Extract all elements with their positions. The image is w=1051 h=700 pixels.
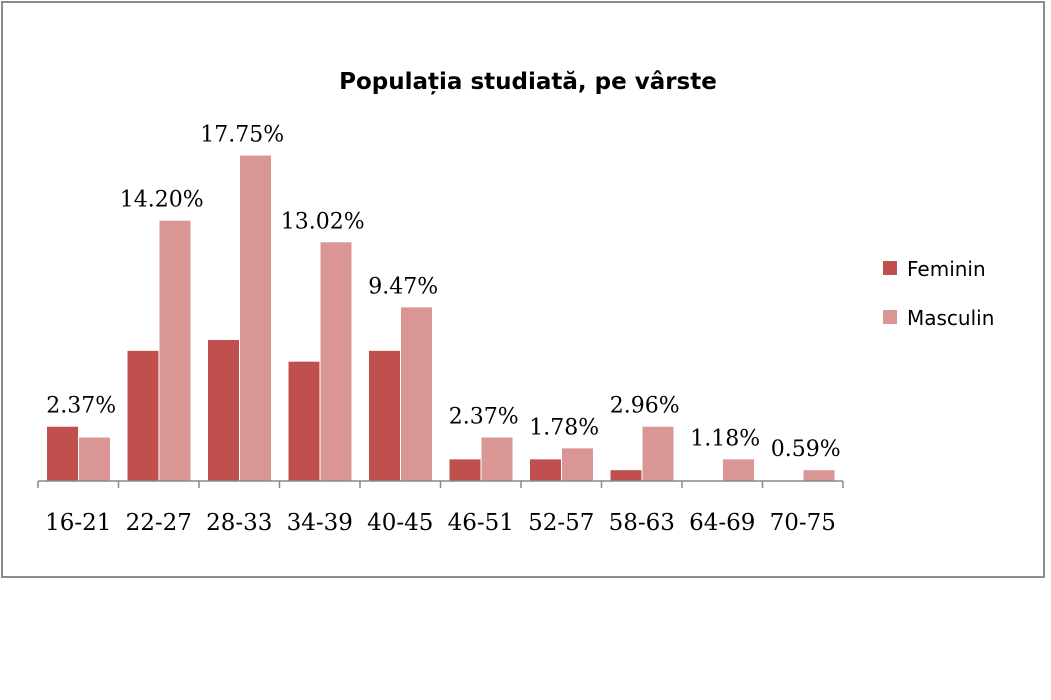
data-label-16-21: 2.37% [46,394,116,419]
bar-feminin-28-33 [208,340,239,481]
bar-feminin-46-51 [449,459,481,481]
bar-feminin-34-39 [288,361,320,481]
bar-feminin-58-63 [610,470,642,481]
bar-masculin-40-45 [401,307,432,481]
bar-masculin-64-69 [723,459,754,481]
legend: Feminin Masculin [883,257,994,330]
x-tick-40-45: 40-45 [367,510,433,536]
legend-swatch-feminin [883,261,897,275]
data-label-34-39: 13.02% [281,209,365,234]
legend-label-feminin: Feminin [907,257,986,281]
chart-area: Populația studiată, pe vârste 2.37% 14.20… [37,69,994,536]
data-label-58-63: 2.96% [610,394,680,419]
bar-feminin-22-27 [127,350,159,481]
x-tick-34-39: 34-39 [287,510,353,536]
bars-group [47,155,835,482]
x-tick-labels: 16-21 22-27 28-33 34-39 40-45 46-51 52-57 58-63… [45,510,836,536]
x-tick-64-69: 64-69 [689,510,755,536]
x-tick-46-51: 46-51 [448,510,514,536]
x-axis [37,480,844,488]
chart-title: Populația studiată, pe vârste [339,69,717,95]
bar-masculin-58-63 [642,426,674,481]
bar-feminin-16-21 [47,426,78,481]
legend-swatch-masculin [883,310,897,324]
bar-masculin-52-57 [562,448,593,481]
x-tick-52-57: 52-57 [528,510,594,536]
x-tick-22-27: 22-27 [126,510,192,536]
bar-masculin-70-75 [803,470,835,481]
legend-label-masculin: Masculin [907,306,994,330]
data-label-64-69: 1.18% [690,426,760,451]
data-label-28-33: 17.75% [200,123,284,148]
bar-feminin-40-45 [369,350,400,481]
data-label-46-51: 2.37% [449,405,519,430]
bar-masculin-46-51 [481,437,513,481]
data-label-22-27: 14.20% [120,188,204,213]
data-label-40-45: 9.47% [368,274,438,299]
data-labels: 2.37% 14.20% 17.75% 13.02% 9.47% 2.37% 1.78% 2.… [46,123,840,463]
data-label-70-75: 0.59% [771,437,841,462]
x-tick-16-21: 16-21 [45,510,111,536]
data-label-52-57: 1.78% [529,415,599,440]
bar-masculin-22-27 [159,220,191,481]
bar-masculin-34-39 [320,242,352,481]
bar-masculin-16-21 [79,437,110,481]
x-tick-28-33: 28-33 [206,510,272,536]
bar-masculin-28-33 [240,155,271,482]
x-tick-58-63: 58-63 [609,510,675,536]
chart-frame: Populația studiată, pe vârste 2.37% 14.20… [1,1,1045,578]
bar-feminin-52-57 [530,459,561,481]
x-tick-70-75: 70-75 [770,510,836,536]
